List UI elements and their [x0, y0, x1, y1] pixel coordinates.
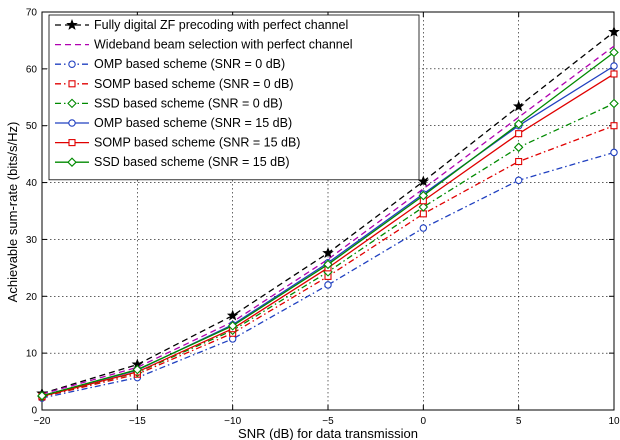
legend-entry-5: SSD based scheme (SNR = 0 dB): [55, 96, 283, 110]
legend-label: SSD based scheme (SNR = 15 dB): [94, 155, 290, 169]
x-tick-label: −15: [129, 416, 146, 427]
x-tick-label: −5: [322, 416, 334, 427]
legend-entry-7: SOMP based scheme (SNR = 15 dB): [55, 136, 300, 150]
legend: Fully digital ZF precoding with perfect …: [48, 14, 420, 181]
data-point: [515, 157, 523, 166]
legend-label: Fully digital ZF precoding with perfect …: [94, 18, 348, 32]
x-tick-label: 5: [516, 416, 522, 427]
y-tick-label: 40: [26, 178, 38, 189]
data-point: [610, 148, 618, 157]
data-point: [610, 62, 618, 70]
legend-label: SSD based scheme (SNR = 0 dB): [94, 96, 283, 110]
data-point: [610, 70, 618, 78]
y-tick-label: 10: [26, 349, 38, 360]
legend-entry-3: OMP based scheme (SNR = 0 dB): [55, 57, 285, 71]
data-point: [513, 142, 524, 153]
data-point: [418, 202, 429, 212]
legend-entry-8: SSD based scheme (SNR = 15 dB): [55, 155, 290, 169]
data-point: [322, 247, 334, 258]
axes: −20 −15 −10 −5 0 5 10 0 10 20 30 40 50 60 70: [26, 8, 620, 428]
y-tick-label: 60: [26, 64, 38, 75]
y-tick-label: 50: [26, 121, 38, 132]
data-point: [323, 259, 333, 270]
data-point: [132, 364, 143, 375]
data-point: [37, 391, 47, 401]
y-tick-label: 20: [26, 292, 38, 303]
x-tick-label: −20: [34, 416, 51, 427]
legend-entry-1: Fully digital ZF precoding with perfect …: [55, 18, 348, 32]
data-point: [227, 321, 238, 331]
legend-entry-6: OMP based scheme (SNR = 15 dB): [55, 116, 292, 130]
legend-entry-2: Wideband beam selection with perfect cha…: [55, 38, 352, 52]
legend-label: SOMP based scheme (SNR = 0 dB): [94, 77, 294, 91]
legend-label: OMP based scheme (SNR = 15 dB): [94, 116, 292, 130]
legend-label: SOMP based scheme (SNR = 15 dB): [94, 136, 300, 150]
y-axis-label: Achievable sum-rate (bits/s/Hz): [5, 122, 20, 303]
data-point: [324, 281, 332, 289]
legend-box: [48, 14, 420, 181]
data-point: [515, 130, 523, 138]
x-tick-label: 10: [608, 416, 620, 427]
legend-label: Wideband beam selection with perfect cha…: [94, 38, 352, 52]
y-tick-label: 70: [26, 8, 38, 19]
data-point: [609, 98, 619, 109]
data-point: [417, 175, 430, 187]
data-point: [608, 25, 620, 37]
data-point: [67, 157, 77, 167]
y-tick-label: 30: [26, 235, 38, 246]
data-point: [610, 122, 618, 130]
data-point: [68, 139, 76, 147]
data-point: [66, 18, 78, 30]
data-point: [68, 119, 76, 127]
data-point: [512, 100, 525, 112]
data-point: [68, 60, 76, 68]
x-axis-label: SNR (dB) for data transmission: [238, 426, 418, 440]
data-point: [514, 176, 523, 185]
legend-entry-4: SOMP based scheme (SNR = 0 dB): [55, 77, 294, 91]
data-point: [67, 98, 77, 109]
data-point: [226, 309, 239, 321]
legend-label: OMP based scheme (SNR = 0 dB): [94, 57, 285, 71]
data-point: [418, 190, 429, 201]
x-tick-label: 0: [421, 416, 427, 427]
data-point: [68, 80, 76, 88]
series-lines: [36, 25, 620, 402]
y-tick-label: 0: [31, 406, 37, 417]
data-point: [609, 47, 619, 58]
data-point: [513, 119, 524, 129]
data-point: [419, 224, 428, 232]
x-tick-label: −10: [224, 416, 241, 427]
series-8: [37, 47, 619, 401]
